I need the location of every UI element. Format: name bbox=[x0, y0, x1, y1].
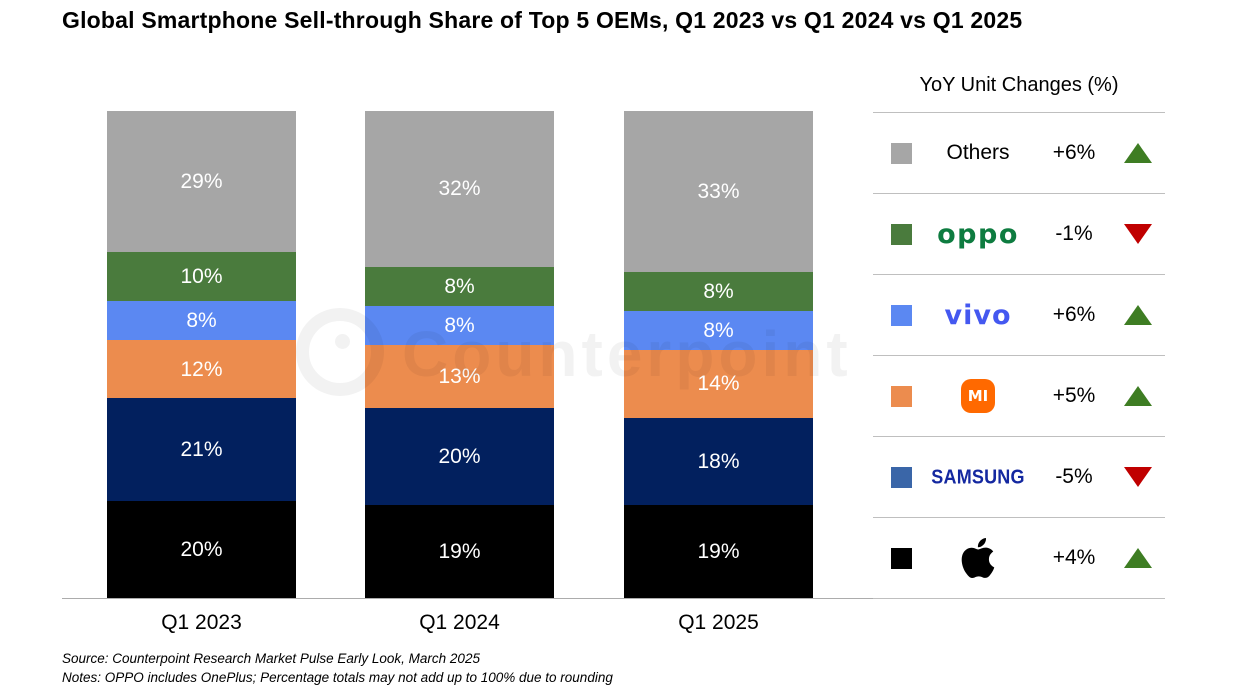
bar-segment-value: 14% bbox=[697, 372, 740, 396]
up-triangle-icon bbox=[1123, 548, 1152, 568]
bar-segment-value: 29% bbox=[180, 170, 223, 194]
bar-segment-value: 8% bbox=[703, 318, 734, 342]
legend-rows: Others +6% oppo -1% vivo +6% MI +5% SAMSUNG -5% +4… bbox=[873, 112, 1165, 599]
yoy-change-samsung: -5% bbox=[1055, 465, 1093, 488]
bar-segment-others-q1-2025: 33% bbox=[624, 111, 813, 272]
bar-segment-value: 19% bbox=[438, 540, 481, 564]
yoy-legend-panel: YoY Unit Changes (%) Others +6% oppo -1% viv… bbox=[873, 74, 1165, 599]
legend-swatch-others bbox=[891, 142, 912, 164]
bar-segment-others-q1-2023: 29% bbox=[107, 111, 296, 253]
source-note: Source: Counterpoint Research Market Pul… bbox=[62, 651, 480, 666]
x-axis-line bbox=[62, 598, 884, 599]
bar-segment-vivo-q1-2025: 8% bbox=[624, 310, 813, 350]
stacked-bar-q1-2024: 32% 8% 8% 13% 20% 19% bbox=[365, 111, 554, 598]
legend-row-apple: +4% bbox=[873, 518, 1165, 599]
yoy-change-xiaomi: +5% bbox=[1052, 384, 1096, 407]
x-axis-label-q1-2024: Q1 2024 bbox=[419, 611, 500, 634]
apple-logo-icon bbox=[958, 535, 998, 581]
legend-logo-cell-others: Others bbox=[918, 141, 1038, 165]
bar-segment-xiaomi-q1-2025: 14% bbox=[624, 349, 813, 418]
legend-swatch-samsung bbox=[891, 466, 912, 488]
bar-segment-oppo-q1-2024: 8% bbox=[365, 266, 554, 306]
up-triangle-icon bbox=[1123, 143, 1152, 163]
legend-trend-cell-others bbox=[1110, 143, 1165, 163]
yoy-change-apple: +4% bbox=[1052, 546, 1096, 569]
bar-segment-vivo-q1-2023: 8% bbox=[107, 300, 296, 340]
legend-row-samsung: SAMSUNG -5% bbox=[873, 437, 1165, 518]
x-axis-label-q1-2023: Q1 2023 bbox=[161, 611, 242, 634]
legend-title: YoY Unit Changes (%) bbox=[919, 74, 1119, 96]
legend-logo-cell-samsung: SAMSUNG bbox=[918, 465, 1038, 488]
legend-swatch-apple bbox=[891, 547, 912, 569]
samsung-logo: SAMSUNG bbox=[931, 465, 1025, 488]
bar-segment-samsung-q1-2023: 21% bbox=[107, 398, 296, 501]
oppo-logo: oppo bbox=[937, 218, 1019, 250]
yoy-change-oppo: -1% bbox=[1055, 222, 1093, 245]
stacked-bar-q1-2025: 33% 8% 8% 14% 18% 19% bbox=[624, 111, 813, 598]
bar-segment-xiaomi-q1-2023: 12% bbox=[107, 339, 296, 399]
up-triangle-icon bbox=[1123, 386, 1152, 406]
legend-logo-cell-vivo: vivo bbox=[918, 300, 1038, 331]
bar-segment-value: 18% bbox=[697, 450, 740, 474]
bar-segment-apple-q1-2024: 19% bbox=[365, 505, 554, 598]
rounding-note: Notes: OPPO includes OnePlus; Percentage… bbox=[62, 670, 613, 685]
vivo-logo: vivo bbox=[944, 299, 1012, 331]
legend-trend-cell-oppo bbox=[1110, 224, 1165, 244]
x-axis-label-q1-2025: Q1 2025 bbox=[678, 611, 759, 634]
legend-swatch-xiaomi bbox=[891, 385, 912, 407]
bar-segment-oppo-q1-2023: 10% bbox=[107, 252, 296, 301]
bar-segment-value: 8% bbox=[186, 308, 217, 332]
stacked-bar-q1-2023: 29% 10% 8% 12% 21% 20% bbox=[107, 111, 296, 598]
legend-trend-cell-apple bbox=[1110, 548, 1165, 568]
bar-segment-apple-q1-2023: 20% bbox=[107, 500, 296, 598]
bar-segment-value: 19% bbox=[697, 540, 740, 564]
bar-segment-value: 20% bbox=[180, 537, 223, 561]
legend-row-vivo: vivo +6% bbox=[873, 275, 1165, 356]
legend-label-others: Others bbox=[946, 141, 1010, 164]
bar-segment-value: 21% bbox=[180, 437, 223, 461]
legend-row-xiaomi: MI +5% bbox=[873, 356, 1165, 437]
bar-segment-value: 33% bbox=[697, 179, 740, 203]
bar-segment-xiaomi-q1-2024: 13% bbox=[365, 344, 554, 409]
legend-row-oppo: oppo -1% bbox=[873, 194, 1165, 275]
yoy-change-others: +6% bbox=[1052, 141, 1096, 164]
bar-segment-value: 8% bbox=[444, 274, 475, 298]
bar-segment-value: 20% bbox=[438, 445, 481, 469]
down-triangle-icon bbox=[1123, 224, 1152, 244]
bar-segment-vivo-q1-2024: 8% bbox=[365, 305, 554, 345]
legend-row-others: Others +6% bbox=[873, 113, 1165, 194]
bar-segment-apple-q1-2025: 19% bbox=[624, 505, 813, 598]
legend-trend-cell-samsung bbox=[1110, 467, 1165, 487]
bar-segment-value: 13% bbox=[438, 364, 481, 388]
legend-trend-cell-vivo bbox=[1110, 305, 1165, 325]
bar-segment-others-q1-2024: 32% bbox=[365, 111, 554, 267]
chart-title: Global Smartphone Sell-through Share of … bbox=[62, 7, 1023, 33]
bar-segment-value: 8% bbox=[444, 313, 475, 337]
yoy-change-vivo: +6% bbox=[1052, 303, 1096, 326]
legend-swatch-oppo bbox=[891, 223, 912, 245]
bar-segment-samsung-q1-2024: 20% bbox=[365, 408, 554, 506]
bar-segment-samsung-q1-2025: 18% bbox=[624, 417, 813, 506]
legend-swatch-vivo bbox=[891, 304, 912, 326]
legend-logo-cell-apple bbox=[918, 535, 1038, 581]
legend-trend-cell-xiaomi bbox=[1110, 386, 1165, 406]
xiaomi-logo: MI bbox=[961, 379, 995, 413]
bar-segment-oppo-q1-2025: 8% bbox=[624, 271, 813, 311]
legend-logo-cell-oppo: oppo bbox=[918, 219, 1038, 250]
bar-segment-value: 12% bbox=[180, 357, 223, 381]
bar-segment-value: 10% bbox=[180, 265, 223, 289]
footnotes: Source: Counterpoint Research Market Pul… bbox=[62, 649, 613, 687]
up-triangle-icon bbox=[1123, 305, 1152, 325]
legend-logo-cell-xiaomi: MI bbox=[918, 379, 1038, 413]
down-triangle-icon bbox=[1123, 467, 1152, 487]
bar-segment-value: 32% bbox=[438, 177, 481, 201]
bar-segment-value: 8% bbox=[703, 279, 734, 303]
